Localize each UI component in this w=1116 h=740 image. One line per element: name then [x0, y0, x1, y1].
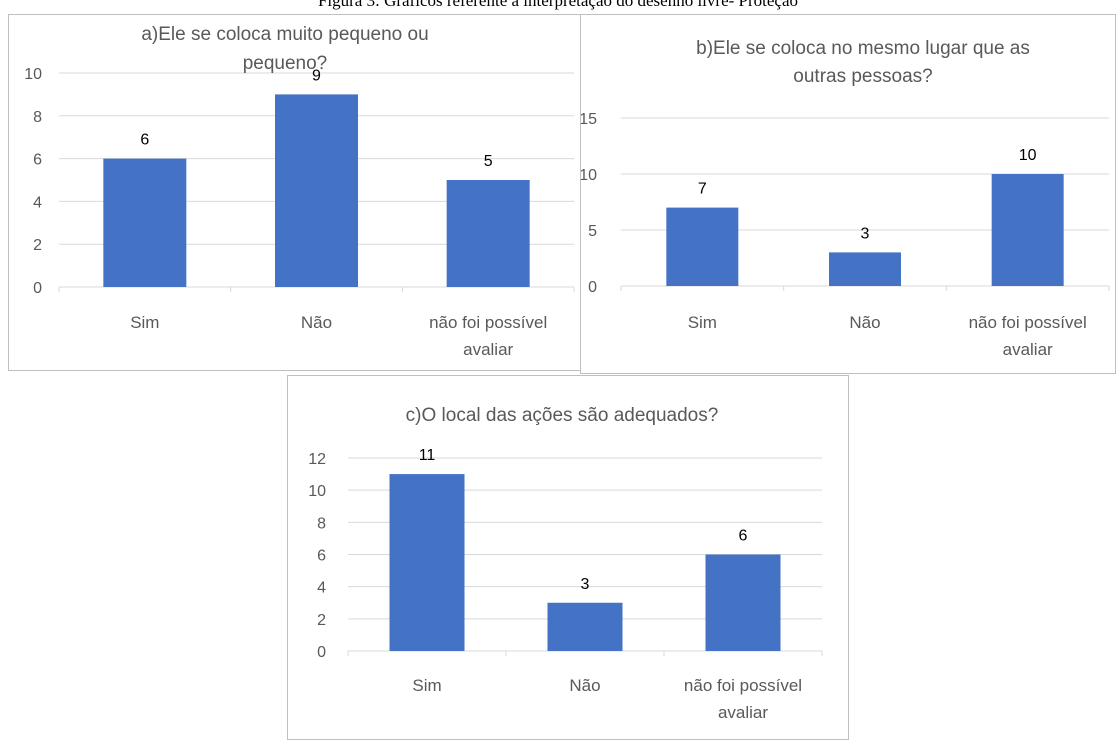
chart-b-title: b)Ele se coloca no mesmo lugar que as [696, 38, 1030, 59]
chart-a-title: pequeno? [243, 53, 328, 74]
chart-b-data-label-0: 7 [698, 181, 707, 198]
chart-b-panel: 0 5 10 15 7 Sim 3 Não 10 não foi possível avaliar b… [580, 14, 1116, 374]
chart-b-ytick-label: 0 [588, 279, 597, 296]
chart-a-ytick-label: 4 [33, 194, 42, 211]
chart-a-bar-2 [446, 180, 530, 287]
chart-a-title: a)Ele se coloca muito pequeno ou [141, 24, 428, 45]
chart-b-data-label-1: 3 [861, 225, 870, 242]
chart-b-bar-0 [666, 207, 739, 286]
chart-b-category-label: Sim [688, 313, 717, 332]
chart-a-ytick-label: 10 [24, 66, 42, 83]
chart-b-svg: 0 5 10 15 7 Sim 3 Não 10 não foi possível avaliar b… [581, 38, 1110, 359]
chart-b-category-label: não foi possível [969, 313, 1087, 332]
chart-c-data-label-1: 3 [581, 576, 590, 593]
chart-c-svg: 0 2 4 6 8 10 12 11 Sim 3 Não 6 não foi possível avali… [308, 405, 823, 722]
chart-c-bar-1 [547, 602, 623, 651]
chart-a-data-label-1: 9 [312, 67, 321, 84]
chart-c-data-label-0: 11 [419, 447, 436, 464]
chart-a-data-label-0: 6 [140, 132, 149, 149]
chart-b-title: outras pessoas? [793, 66, 932, 87]
chart-c-title: c)O local das ações são adequados? [406, 405, 719, 426]
chart-a-ytick-label: 0 [33, 280, 42, 297]
chart-b-ytick-label: 10 [581, 167, 597, 184]
chart-a-category-label: Sim [130, 313, 159, 332]
chart-c-ytick-label: 10 [308, 483, 326, 500]
chart-c-data-label-2: 6 [739, 528, 748, 545]
chart-a-ytick-label: 8 [33, 109, 42, 126]
chart-c-category-label: Sim [412, 676, 441, 695]
chart-b-bar-1 [829, 252, 901, 286]
chart-a-category-label: Não [301, 313, 332, 332]
chart-b-category-label: avaliar [1003, 340, 1053, 359]
chart-a-panel: 0 2 4 6 8 10 6 Sim 9 Não 5 não foi possível avaliar a… [8, 14, 581, 371]
chart-c-category-label: Não [569, 676, 600, 695]
chart-b-ytick-label: 15 [581, 111, 597, 128]
chart-a-category-label: não foi possível [429, 313, 547, 332]
chart-c-bar-0 [389, 474, 465, 651]
chart-a-category-label: avaliar [463, 340, 513, 359]
chart-c-ytick-label: 2 [317, 612, 326, 629]
chart-c-category-label: não foi possível [684, 676, 802, 695]
chart-c-ytick-label: 0 [317, 644, 326, 661]
chart-b-category-label: Não [849, 313, 880, 332]
chart-b-data-label-2: 10 [1019, 147, 1037, 164]
chart-b-ytick-label: 5 [588, 223, 597, 240]
chart-a-bar-1 [275, 94, 358, 288]
chart-c-category-label: avaliar [718, 703, 768, 722]
chart-a-ytick-label: 6 [33, 152, 42, 169]
chart-c-panel: 0 2 4 6 8 10 12 11 Sim 3 Não 6 não foi possível avali… [287, 375, 849, 740]
chart-c-bar-2 [705, 554, 781, 651]
chart-a-bar-0 [103, 158, 187, 287]
chart-c-ytick-label: 12 [308, 451, 326, 468]
chart-a-data-label-2: 5 [484, 153, 493, 170]
chart-c-ytick-label: 4 [317, 580, 326, 597]
chart-c-ytick-label: 8 [317, 515, 326, 532]
chart-a-ytick-label: 2 [33, 237, 42, 254]
chart-a-svg: 0 2 4 6 8 10 6 Sim 9 Não 5 não foi possível avaliar a… [24, 24, 575, 359]
chart-c-ytick-label: 6 [317, 548, 326, 565]
chart-b-bar-2 [991, 174, 1064, 286]
figure-caption: Figura 3: Gráficos referente a interpret… [317, 0, 799, 10]
